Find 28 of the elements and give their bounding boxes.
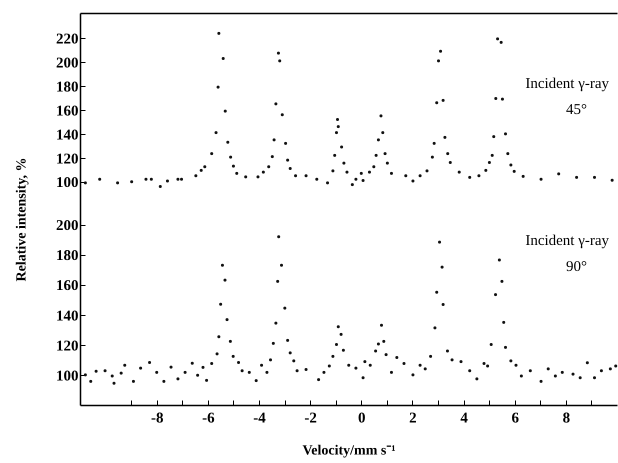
y-tick-label: 180 [56, 79, 78, 96]
y-axis-title: Relative intensity, % [14, 157, 30, 282]
y-tick-label: 160 [56, 103, 78, 120]
x-tick-label: 2 [409, 410, 417, 426]
x-tick-label: 4 [460, 410, 468, 426]
x-axis-title: Velocity/mm s⁻¹ [302, 444, 396, 458]
x-tick-label: -2 [304, 410, 317, 426]
y-tick-label: 140 [56, 308, 78, 324]
y-tick-label: 200 [56, 56, 78, 72]
x-tick-label: 0 [358, 410, 366, 426]
annotation: Incident γ-ray [525, 233, 610, 249]
x-tick-label: 8 [562, 410, 570, 426]
x-tick-label: -4 [253, 410, 266, 426]
y-tick-label: 140 [56, 127, 78, 144]
y-tick-label: 220 [56, 32, 78, 48]
y-tick-label: 120 [56, 151, 78, 168]
annotation: 45° [566, 102, 587, 118]
y-tick-label: 200 [56, 218, 78, 234]
y-tick-label: 100 [56, 368, 78, 384]
annotation: 90° [566, 259, 587, 275]
y-tick-label: 180 [56, 248, 78, 264]
x-tick-label: 6 [511, 410, 520, 426]
x-tick-label: -8 [150, 410, 164, 426]
x-tick-label: -6 [202, 410, 216, 426]
annotation: Incident γ-ray [525, 76, 610, 92]
y-tick-label: 120 [56, 338, 78, 354]
y-tick-label: 160 [56, 278, 78, 294]
y-tick-label: 100 [56, 175, 78, 192]
